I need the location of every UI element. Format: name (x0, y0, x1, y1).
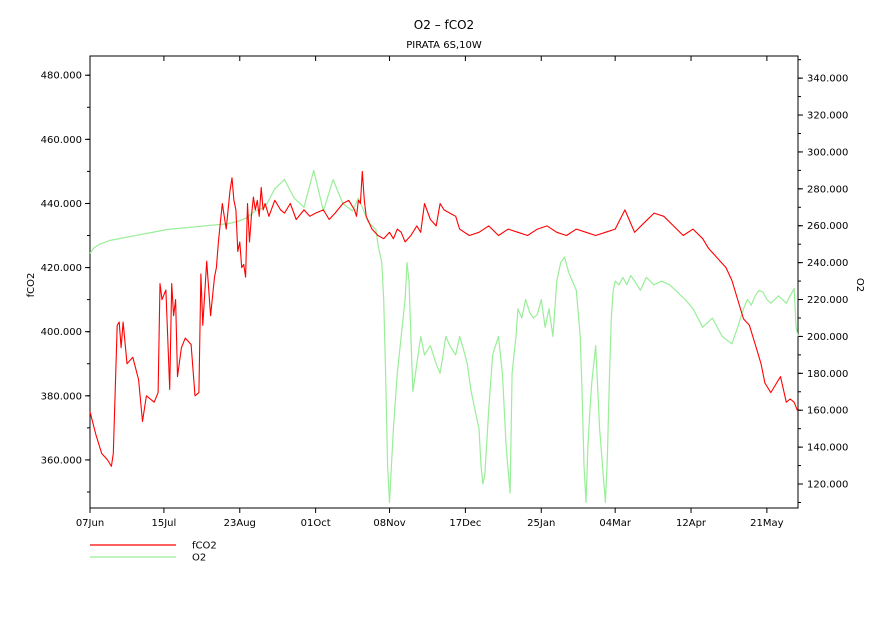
x-tick-label: 17Dec (449, 518, 481, 529)
chart-title: O2 – fCO2 (414, 18, 474, 32)
plot-frame (89, 55, 799, 509)
y-left-tick-label: 460.000 (41, 135, 82, 146)
legend-label-fco2: fCO2 (192, 541, 217, 552)
series-group (89, 169, 799, 504)
x-tick-label: 01Oct (301, 518, 331, 529)
x-tick-label: 15Jul (152, 518, 177, 529)
y-left-tick-label: 440.000 (41, 199, 82, 210)
series-line-o2 (89, 169, 799, 504)
y-left-axis-label: fCO2 (26, 273, 37, 298)
y-left-tick-label: 360.000 (41, 455, 82, 466)
y-left-tick-label: 380.000 (41, 391, 82, 402)
legend-label-o2: O2 (192, 553, 206, 564)
axes-group: 07Jun 15Jul 23Aug 01Oct 08Nov 17Dec 25Jan 04Mar… (41, 56, 848, 529)
y-right-tick-label: 300.000 (807, 147, 848, 158)
x-tick-label: 07Jun (76, 518, 104, 529)
series-line-fco2 (89, 170, 799, 467)
y-right-tick-label: 240.000 (807, 258, 848, 269)
y-right-tick-label: 320.000 (807, 111, 848, 122)
x-tick-label: 12Apr (676, 518, 707, 529)
y-right-tick-label: 200.000 (807, 332, 848, 343)
x-tick-label: 25Jan (527, 518, 555, 529)
y-right-tick-label: 260.000 (807, 221, 848, 232)
y-right-tick-label: 340.000 (807, 74, 848, 85)
y-right-tick-label: 160.000 (807, 406, 848, 417)
chart-subtitle: PIRATA 6S,10W (406, 40, 482, 51)
x-tick-label: 23Aug (224, 518, 256, 529)
y-left-tick-label: 480.000 (41, 71, 82, 82)
y-left-tick-label: 400.000 (41, 327, 82, 338)
x-tick-label: 21May (750, 518, 783, 529)
x-tick-label: 08Nov (373, 518, 405, 529)
y-right-tick-label: 220.000 (807, 295, 848, 306)
y-right-tick-label: 180.000 (807, 369, 848, 380)
y-left-tick-label: 420.000 (41, 263, 82, 274)
y-right-tick-label: 120.000 (807, 480, 848, 491)
y-right-axis-label: O2 (854, 278, 865, 292)
x-tick-label: 04Mar (599, 518, 631, 529)
y-right-tick-label: 280.000 (807, 184, 848, 195)
y-right-tick-label: 140.000 (807, 443, 848, 454)
